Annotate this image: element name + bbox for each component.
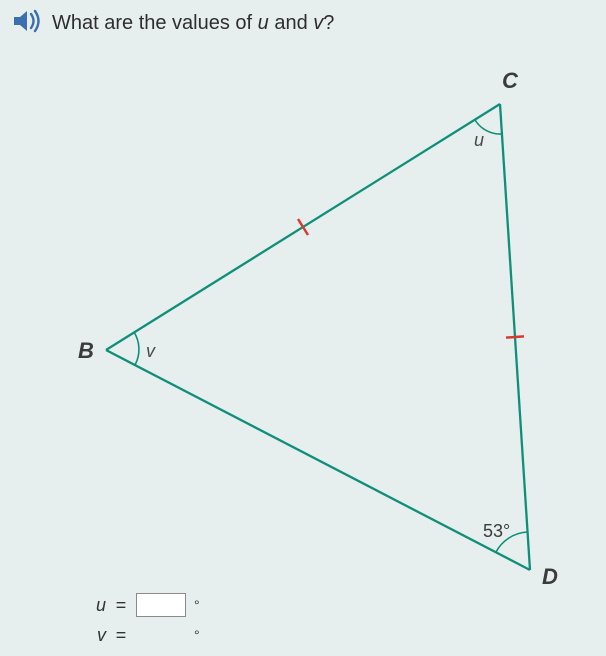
vertex-label-d: D: [542, 564, 558, 586]
equals-sign: =: [114, 595, 128, 616]
question-text: What are the values of u and v?: [52, 12, 334, 35]
angle-label-d: 53°: [483, 521, 510, 541]
answer-row-v: v = °: [90, 622, 200, 648]
answer-label-v: v: [90, 625, 106, 646]
angle-arc-b: [134, 332, 139, 365]
question-mid: and: [269, 12, 313, 34]
vertex-label-b: B: [78, 338, 94, 363]
answer-row-u: u = °: [90, 592, 200, 618]
angle-label-u: u: [474, 130, 484, 150]
vertex-label-c: C: [502, 68, 519, 93]
question-suffix: ?: [323, 12, 334, 34]
equals-sign: =: [114, 625, 128, 646]
speaker-icon[interactable]: [12, 8, 42, 39]
question-prefix: What are the values of: [52, 12, 258, 34]
angle-label-v: v: [146, 341, 156, 361]
question-var-u: u: [258, 12, 269, 34]
answer-input-u[interactable]: [136, 593, 186, 617]
answer-label-u: u: [90, 595, 106, 616]
tick-bc: [298, 219, 308, 235]
question-row: What are the values of u and v?: [0, 0, 606, 43]
degree-symbol: °: [194, 597, 200, 613]
triangle-diagram: .tri-side { stroke:#0f8f7a; stroke-width…: [0, 50, 606, 586]
side-bd: [106, 350, 530, 570]
triangle-shape: [106, 104, 530, 570]
answer-area: u = ° v = °: [90, 588, 200, 648]
question-var-v: v: [313, 12, 323, 34]
tick-cd: [506, 336, 524, 337]
degree-symbol: °: [194, 627, 200, 643]
